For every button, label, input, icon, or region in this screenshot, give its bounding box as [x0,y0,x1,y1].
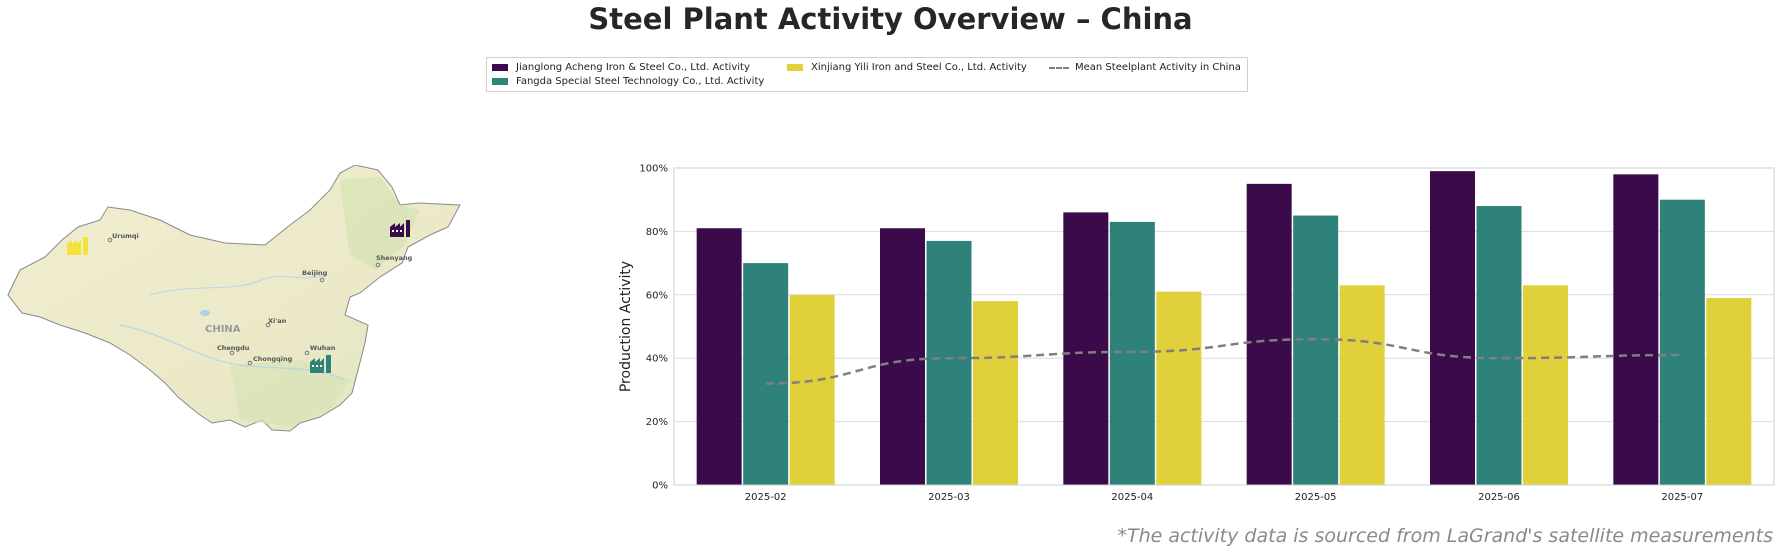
y-tick-label: 80% [646,227,668,238]
factory-icon [67,237,88,255]
bar-2-2025-02 [743,263,789,485]
chart-frame [673,167,1775,486]
chart-legend: Jianglong Acheng Iron & Steel Co., Ltd. … [486,57,1248,92]
legend-item-fangda: Fangda Special Steel Technology Co., Ltd… [492,76,764,87]
bar-3-2025-05 [1339,285,1385,485]
bar-3-2025-04 [1156,291,1202,485]
bar-1-2025-03 [880,228,925,485]
legend-swatch-fangda [492,78,508,85]
x-tick-label: 2025-03 [928,492,970,500]
bar-2-2025-03 [926,240,972,485]
legend-dash-mean [1049,66,1069,69]
chart-y-ticks: 0% 20% 40% 60% 80% 100% [639,164,668,492]
legend-item-jianglong: Jianglong Acheng Iron & Steel Co., Ltd. … [492,62,750,73]
bar-3-2025-07 [1706,297,1752,485]
x-tick-label: 2025-05 [1295,492,1337,500]
south-forest [230,360,350,427]
legend-label-xinjiang: Xinjiang Yili Iron and Steel Co., Ltd. A… [811,62,1027,73]
city-beijing: Beijing [302,269,328,277]
factory-icon [310,355,331,373]
bar-3-2025-06 [1523,285,1568,485]
yellow-river [149,274,326,296]
chart-x-ticks: 2025-02 2025-03 2025-04 2025-05 2025-06 2025-… [745,492,1703,500]
bar-1-2025-05 [1246,183,1292,485]
page-title: Steel Plant Activity Overview – China [588,2,1193,36]
y-tick-label: 100% [639,164,668,175]
lake [200,310,210,316]
x-tick-label: 2025-07 [1661,492,1703,500]
footnote: *The activity data is sourced from LaGra… [1117,525,1773,547]
bar-2-2025-05 [1293,215,1339,486]
legend-label-mean: Mean Steelplant Activity in China [1075,62,1241,73]
city-wuhan: Wuhan [310,344,336,352]
map-country-label: CHINA [205,324,241,335]
mean-activity-line [765,337,1683,385]
city-chengdu: Chengdu [217,344,250,352]
y-tick-label: 20% [646,417,668,428]
city-xian: Xi'an [268,317,287,325]
legend-swatch-xinjiang [787,64,803,71]
city-urumqi: Urumqi [112,232,139,240]
x-tick-label: 2025-06 [1478,492,1520,500]
chart-bars [696,171,1752,486]
city-chongqing: Chongqing [253,355,293,363]
bar-3-2025-02 [789,294,835,485]
legend-label-jianglong: Jianglong Acheng Iron & Steel Co., Ltd. … [516,62,750,73]
northeast-forest [340,177,420,270]
china-map: Urumqi Beijing Shenyang Xi'an Chengdu Ch… [7,165,461,432]
legend-item-xinjiang: Xinjiang Yili Iron and Steel Co., Ltd. A… [787,62,1027,73]
bar-2-2025-07 [1659,199,1705,485]
bar-2-2025-06 [1476,206,1522,485]
x-tick-label: 2025-02 [745,492,787,500]
legend-label-fangda: Fangda Special Steel Technology Co., Ltd… [516,76,765,87]
bar-1-2025-07 [1613,174,1659,485]
factory-icon [390,220,410,237]
y-axis-label: Production Activity [618,261,634,392]
legend-swatch-jianglong [492,64,508,71]
bar-1-2025-04 [1063,212,1109,485]
bar-1-2025-06 [1430,171,1475,486]
bar-2-2025-04 [1109,221,1155,485]
y-tick-label: 40% [646,354,668,365]
activity-bar-chart: 0% 20% 40% 60% 80% 100% 2025-02 2025-03 2025-04… [618,164,1775,500]
bar-3-2025-03 [973,301,1018,485]
y-tick-label: 60% [646,290,668,301]
chart-mean-line [765,337,1683,385]
y-tick-label: 0% [652,481,668,492]
bar-1-2025-02 [696,228,742,485]
city-shenyang: Shenyang [376,254,413,262]
chart-grid [674,167,1774,486]
legend-item-mean: Mean Steelplant Activity in China [1049,62,1241,73]
x-tick-label: 2025-04 [1111,492,1153,500]
